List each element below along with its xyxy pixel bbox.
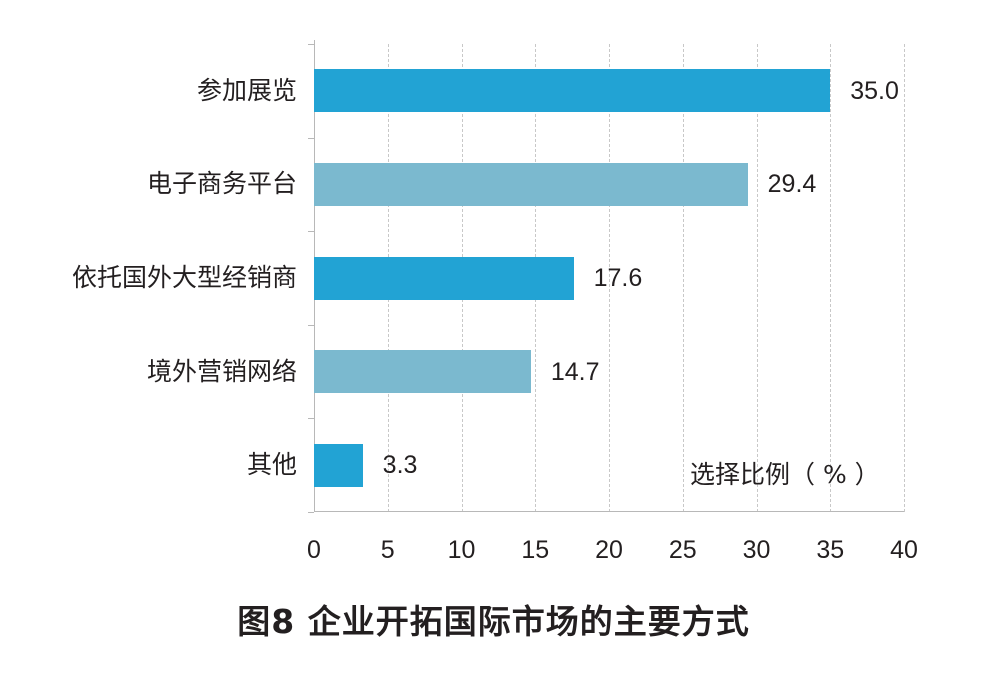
x-tick-label: 25 bbox=[668, 536, 697, 564]
x-tick-label: 40 bbox=[890, 536, 918, 564]
value-label: 35.0 bbox=[850, 76, 899, 105]
x-tick-label: 35 bbox=[816, 536, 845, 564]
y-tick bbox=[308, 324, 314, 326]
x-tick-label: 5 bbox=[380, 536, 395, 564]
gridline bbox=[830, 44, 832, 512]
y-tick bbox=[308, 231, 314, 233]
value-label: 14.7 bbox=[550, 357, 600, 386]
x-tick-label: 20 bbox=[595, 536, 623, 564]
bar bbox=[314, 443, 363, 487]
category-label: 参加展览 bbox=[196, 75, 297, 105]
y-tick bbox=[308, 137, 314, 139]
category-label: 境外营销网络 bbox=[146, 356, 297, 386]
y-tick bbox=[308, 512, 314, 513]
x-tick-label: 15 bbox=[521, 536, 550, 564]
bar bbox=[314, 256, 574, 300]
gridline bbox=[609, 44, 610, 512]
gridline bbox=[756, 44, 758, 512]
y-tick bbox=[308, 418, 314, 420]
x-axis-line bbox=[314, 511, 904, 512]
x-tick-label: 30 bbox=[742, 536, 771, 564]
x-tick-label: 0 bbox=[307, 536, 321, 564]
category-label: 其他 bbox=[246, 450, 297, 480]
bar bbox=[314, 69, 831, 113]
bar bbox=[314, 350, 531, 394]
category-label: 电子商务平台 bbox=[146, 169, 297, 199]
x-axis-unit-label: 选择比例（ % ） bbox=[690, 460, 880, 489]
chart-title: 图8 企业开拓国际市场的主要方式 bbox=[237, 602, 750, 641]
y-tick bbox=[308, 44, 314, 45]
value-label: 3.3 bbox=[382, 451, 418, 480]
x-tick-label: 10 bbox=[447, 536, 476, 564]
value-label: 17.6 bbox=[593, 264, 643, 292]
value-label: 29.4 bbox=[767, 170, 817, 199]
category-label: 依托国外大型经销商 bbox=[71, 263, 297, 292]
gridline bbox=[682, 44, 684, 512]
bar bbox=[314, 162, 748, 206]
gridline bbox=[904, 44, 905, 512]
